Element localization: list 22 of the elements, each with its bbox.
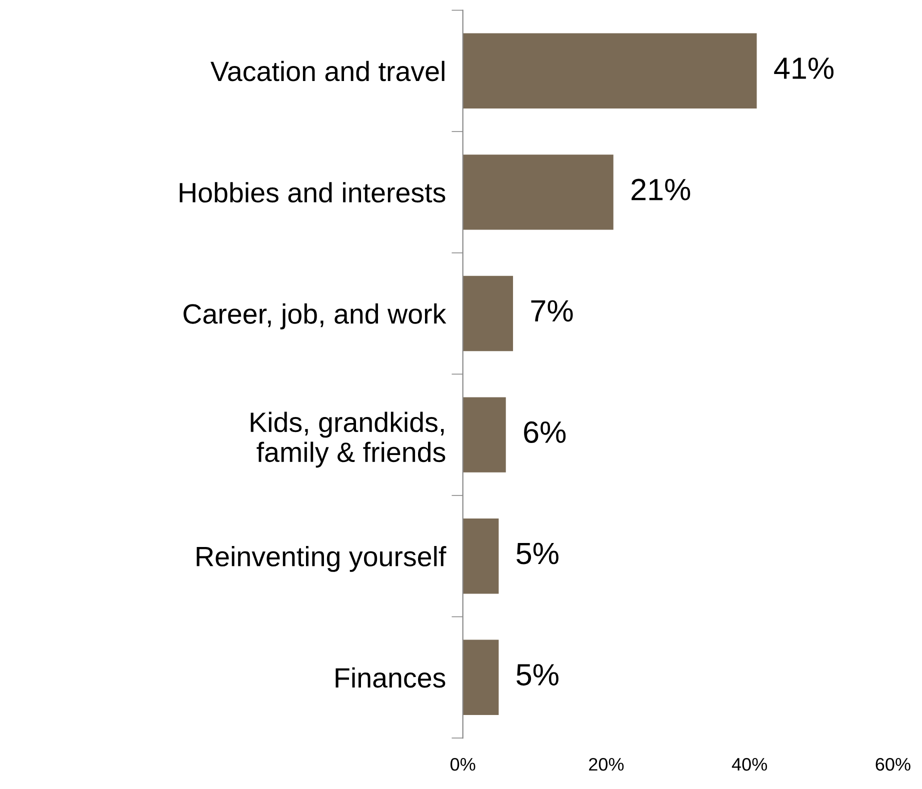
data-label: 41% xyxy=(774,58,834,79)
bar xyxy=(462,276,514,352)
y-tick-label: Vacation and travel xyxy=(210,60,444,82)
data-label: 7% xyxy=(531,300,573,322)
bar xyxy=(462,640,499,715)
x-tick-label: 60% xyxy=(876,758,910,771)
y-tick-label: Finances xyxy=(336,667,446,688)
x-tick-label: 40% xyxy=(732,758,768,771)
data-label: 5% xyxy=(516,542,558,564)
bar xyxy=(462,518,499,594)
bar xyxy=(462,154,614,230)
x-tick-label: 20% xyxy=(589,758,624,771)
data-label: 5% xyxy=(516,664,558,686)
y-tick-label: Reinventing yourself xyxy=(196,546,446,572)
y-tick-label: Hobbies and interests xyxy=(180,182,446,203)
y-tick-label: Kids, grandkids, family & friends xyxy=(250,412,446,468)
y-tick-label: Career, job, and work xyxy=(184,303,446,330)
data-label: 6% xyxy=(524,421,566,443)
bar xyxy=(462,33,757,109)
data-label: 21% xyxy=(632,178,690,200)
x-tick-label: 0% xyxy=(450,758,476,771)
bar xyxy=(462,397,506,472)
